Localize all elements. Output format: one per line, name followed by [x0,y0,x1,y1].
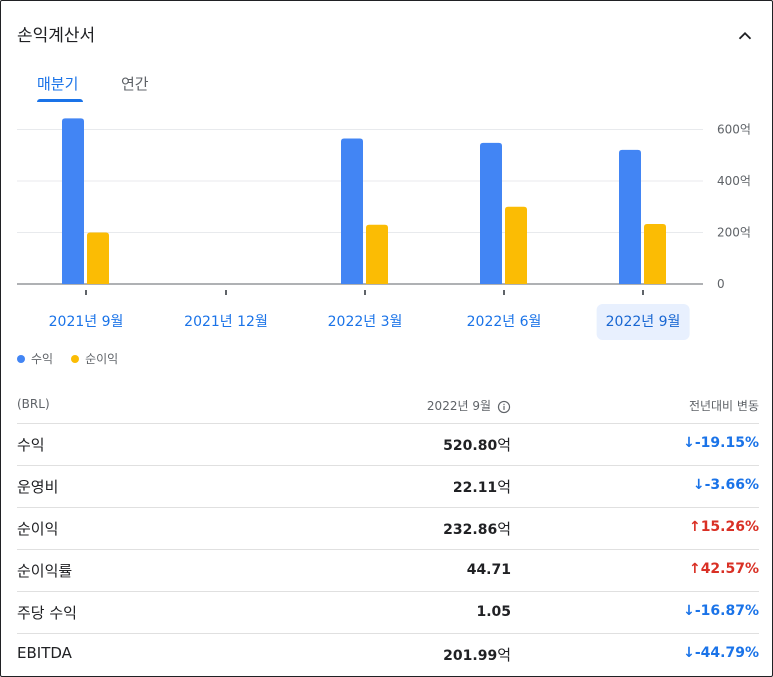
legend-item-net-income: 순이익 [71,350,118,367]
net-income-bar-4[interactable] [644,224,666,284]
table-row: 순이익 232.86억 ↑15.26% [17,508,759,550]
row-change: ↓-16.87% [683,603,759,619]
row-change: ↑42.57% [689,561,759,577]
row-change-value: -44.79% [694,645,759,661]
row-value-unit: 억 [497,646,511,664]
row-value-number: 520.80 [443,438,498,454]
row-change-value: 15.26% [700,519,759,535]
arrow-down-icon: ↓ [683,435,695,451]
row-value-number: 44.71 [466,562,511,578]
change-header: 전년대비 변동 [688,399,759,413]
legend-label-revenue: 수익 [31,352,54,366]
row-change-value: -3.66% [704,477,759,493]
arrow-down-icon: ↓ [683,603,695,619]
y-tick-label: 600억 [717,123,751,137]
row-name: 운영비 [17,478,59,496]
row-value-unit: 억 [497,478,511,496]
table-row: 순이익률 44.71 ↑42.57% [17,550,759,592]
legend-label-net-income: 순이익 [85,352,119,366]
row-name: 주당 수익 [17,604,77,622]
arrow-down-icon: ↓ [683,645,695,661]
revenue-bar-2[interactable] [341,138,363,284]
table-row: 주당 수익 1.05 ↓-16.87% [17,592,759,634]
period-header: 2022년 9월 [427,397,511,414]
row-value-number: 22.11 [452,480,498,496]
row-value: 22.11억 [453,476,511,497]
net-income-bar-2[interactable] [366,224,388,284]
row-name: 순이익률 [17,562,73,580]
row-value: 1.05 [476,602,511,620]
row-value-number: 201.99 [443,648,498,664]
revenue-bar-3[interactable] [480,142,502,284]
row-value: 44.71 [467,560,511,578]
row-change: ↓-44.79% [683,645,759,661]
period-header-label: 2022년 9월 [426,399,491,413]
legend-item-revenue: 수익 [17,350,53,367]
income-chart: 0 200억 400억 600억 [17,118,751,295]
table-header: (BRL) 2022년 9월 전년대비 변동 [17,387,759,424]
financial-table: (BRL) 2022년 9월 전년대비 변동 수익 520.80억 ↓-19.15%… [17,387,759,675]
row-value: 232.86억 [443,518,511,539]
row-value: 520.80억 [443,434,511,455]
table-row: EBITDA 201.99억 ↓-44.79% [17,634,759,675]
row-change-value: -16.87% [694,603,759,619]
quarter-label[interactable]: 2021년 9월 [48,314,124,330]
row-value-unit: 억 [497,436,511,454]
y-tick-label: 200억 [717,226,751,240]
row-change-value: 42.57% [700,561,759,577]
table-row: 운영비 22.11억 ↓-3.66% [17,466,759,508]
y-tick-label: 0 [717,277,725,291]
row-change: ↑15.26% [689,519,759,535]
row-change: ↓-3.66% [693,477,759,493]
card-title: 손익계산서 [17,26,96,46]
net-income-bar-0[interactable] [87,232,109,285]
y-tick-label: 400억 [717,174,751,188]
arrow-up-icon: ↑ [688,519,701,535]
quarter-label[interactable]: 2022년 9월 [596,304,690,340]
chevron-up-icon[interactable] [734,25,756,47]
row-name: 수익 [17,436,45,454]
table-row: 수익 520.80억 ↓-19.15% [17,424,759,466]
tab-active-indicator [37,99,83,102]
revenue-bar-4[interactable] [619,149,641,284]
arrow-up-icon: ↑ [688,561,701,577]
currency-header: (BRL) [17,397,50,411]
legend-dot-revenue [17,354,25,363]
tab-annual[interactable]: 연간 [121,75,149,93]
row-value-unit: 억 [497,520,511,538]
row-change-value: -19.15% [694,435,759,451]
info-icon[interactable] [497,400,511,414]
revenue-bar-0[interactable] [62,118,84,285]
quarter-label[interactable]: 2022년 6월 [466,314,542,330]
arrow-down-icon: ↓ [692,477,705,493]
chart-legend: 수익 순이익 [17,350,118,367]
row-change: ↓-19.15% [683,435,759,451]
row-value-number: 1.05 [476,604,511,620]
net-income-bar-3[interactable] [505,206,527,284]
row-name: 순이익 [17,520,59,538]
row-value: 201.99억 [443,644,511,665]
legend-dot-net-income [71,354,80,363]
row-value-number: 232.86 [443,522,498,538]
tab-quarterly[interactable]: 매분기 [37,75,79,93]
row-name: EBITDA [17,644,72,662]
quarter-label[interactable]: 2022년 3월 [327,314,403,330]
quarter-label[interactable]: 2021년 12월 [184,314,268,330]
